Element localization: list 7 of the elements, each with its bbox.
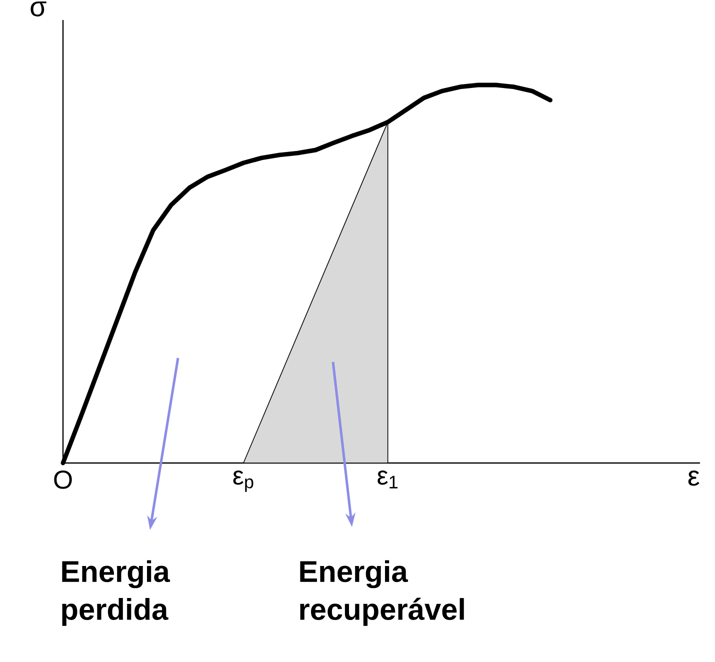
y-axis-title: σ xyxy=(30,1,46,16)
x-axis-title: ε xyxy=(688,470,700,486)
x-tick-label: O xyxy=(54,470,72,489)
text: Energia perdida xyxy=(62,560,170,626)
x-tick-label: ε$_{1}$ xyxy=(378,470,398,488)
x-tick-label: ε$_{p}$ xyxy=(233,470,254,492)
text: Energia recuperável xyxy=(300,560,464,626)
